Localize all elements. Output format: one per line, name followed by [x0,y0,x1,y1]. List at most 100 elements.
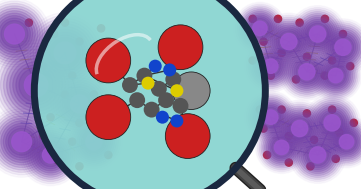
Circle shape [271,137,292,157]
Circle shape [299,64,315,80]
Circle shape [296,61,318,83]
Circle shape [319,59,353,93]
Circle shape [297,134,338,176]
Circle shape [333,128,360,155]
Circle shape [62,87,97,121]
Circle shape [16,65,56,105]
Circle shape [313,53,358,98]
Circle shape [293,9,342,59]
Circle shape [83,131,105,153]
Circle shape [68,115,120,168]
Circle shape [97,76,105,83]
Circle shape [291,8,344,60]
Circle shape [256,106,264,113]
Circle shape [249,15,256,22]
Circle shape [321,25,361,70]
Circle shape [252,47,290,85]
Circle shape [303,140,332,170]
Circle shape [257,123,306,172]
Circle shape [257,53,284,80]
Circle shape [149,60,162,73]
Circle shape [30,135,71,175]
Circle shape [28,133,73,177]
Circle shape [44,32,86,74]
Circle shape [49,38,80,68]
Circle shape [239,8,280,49]
Circle shape [286,51,327,92]
Circle shape [81,129,106,155]
Circle shape [6,126,38,158]
Circle shape [35,139,66,171]
Circle shape [299,136,336,174]
Circle shape [0,46,75,124]
Circle shape [303,110,310,117]
Circle shape [291,129,344,181]
Circle shape [266,132,297,163]
Circle shape [262,15,315,68]
Circle shape [330,34,356,60]
Circle shape [25,73,48,97]
Circle shape [278,31,300,52]
Circle shape [261,107,281,127]
Circle shape [307,144,329,166]
Circle shape [291,120,308,137]
Circle shape [54,157,61,164]
Circle shape [279,108,320,149]
Circle shape [265,130,299,164]
Circle shape [317,108,347,138]
Circle shape [285,114,314,143]
Circle shape [254,49,288,83]
Circle shape [297,13,338,55]
Circle shape [274,15,282,22]
Circle shape [170,115,183,127]
Circle shape [25,19,32,26]
Circle shape [26,131,75,179]
Circle shape [0,49,72,121]
Circle shape [3,123,40,160]
Circle shape [69,138,76,145]
Circle shape [40,132,47,140]
Circle shape [292,76,300,83]
Circle shape [97,110,105,117]
Circle shape [350,119,357,126]
Circle shape [339,135,354,149]
Circle shape [270,23,308,60]
Circle shape [0,3,45,65]
Circle shape [264,151,271,159]
Circle shape [47,114,54,121]
Circle shape [329,57,336,64]
Circle shape [250,97,291,138]
Circle shape [312,51,360,100]
Circle shape [282,47,331,96]
Circle shape [1,20,28,48]
Circle shape [308,98,357,147]
Circle shape [322,62,349,89]
Circle shape [0,13,35,55]
Circle shape [310,136,318,143]
Circle shape [268,134,295,161]
Circle shape [321,60,351,91]
Circle shape [328,33,358,62]
Circle shape [264,17,313,66]
Circle shape [274,140,289,155]
Circle shape [261,56,281,76]
Circle shape [247,93,295,141]
Circle shape [86,134,102,150]
Circle shape [305,21,330,47]
Circle shape [266,19,311,64]
Circle shape [264,59,278,73]
Circle shape [27,15,103,90]
Circle shape [339,30,347,38]
Circle shape [30,18,100,88]
Circle shape [158,92,174,108]
Circle shape [259,105,282,129]
Circle shape [19,68,53,102]
Circle shape [252,98,290,136]
Circle shape [272,25,305,58]
Circle shape [307,23,329,45]
Circle shape [65,89,94,119]
Circle shape [321,15,329,22]
Circle shape [319,110,345,136]
Circle shape [281,33,297,50]
Circle shape [326,31,360,64]
